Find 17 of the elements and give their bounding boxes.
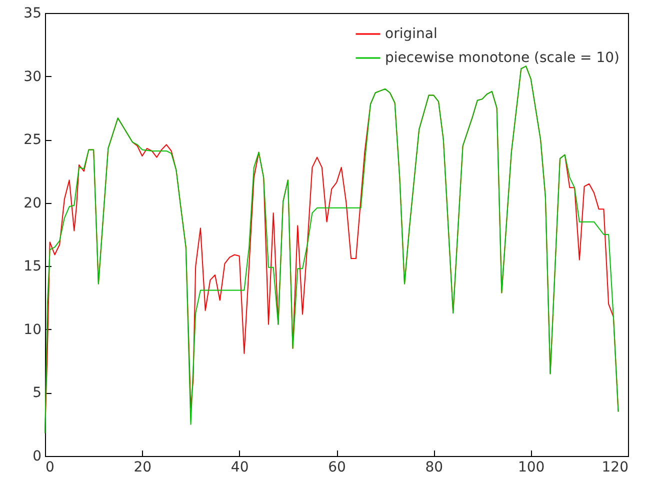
- y-tick-label: 10: [24, 322, 42, 338]
- y-tick-label: 35: [24, 6, 42, 22]
- legend-label: original: [385, 26, 438, 42]
- y-tick-label: 15: [24, 258, 42, 275]
- x-tick-label: 0: [46, 460, 54, 476]
- y-tick-label: 5: [32, 385, 42, 402]
- x-tick-label: 100: [518, 460, 545, 476]
- x-tick-label: 20: [134, 460, 152, 476]
- x-tick-label: 120: [602, 460, 628, 476]
- y-tick-label: 30: [24, 68, 42, 85]
- x-tick-label: 60: [328, 460, 346, 476]
- legend-label: piecewise monotone (scale = 10): [385, 50, 620, 66]
- y-tick-label: 20: [24, 195, 42, 212]
- x-tick-label: 80: [425, 460, 444, 476]
- y-tick-label: 25: [24, 132, 42, 148]
- y-tick-label: 0: [32, 448, 42, 464]
- x-tick-label: 40: [230, 460, 249, 476]
